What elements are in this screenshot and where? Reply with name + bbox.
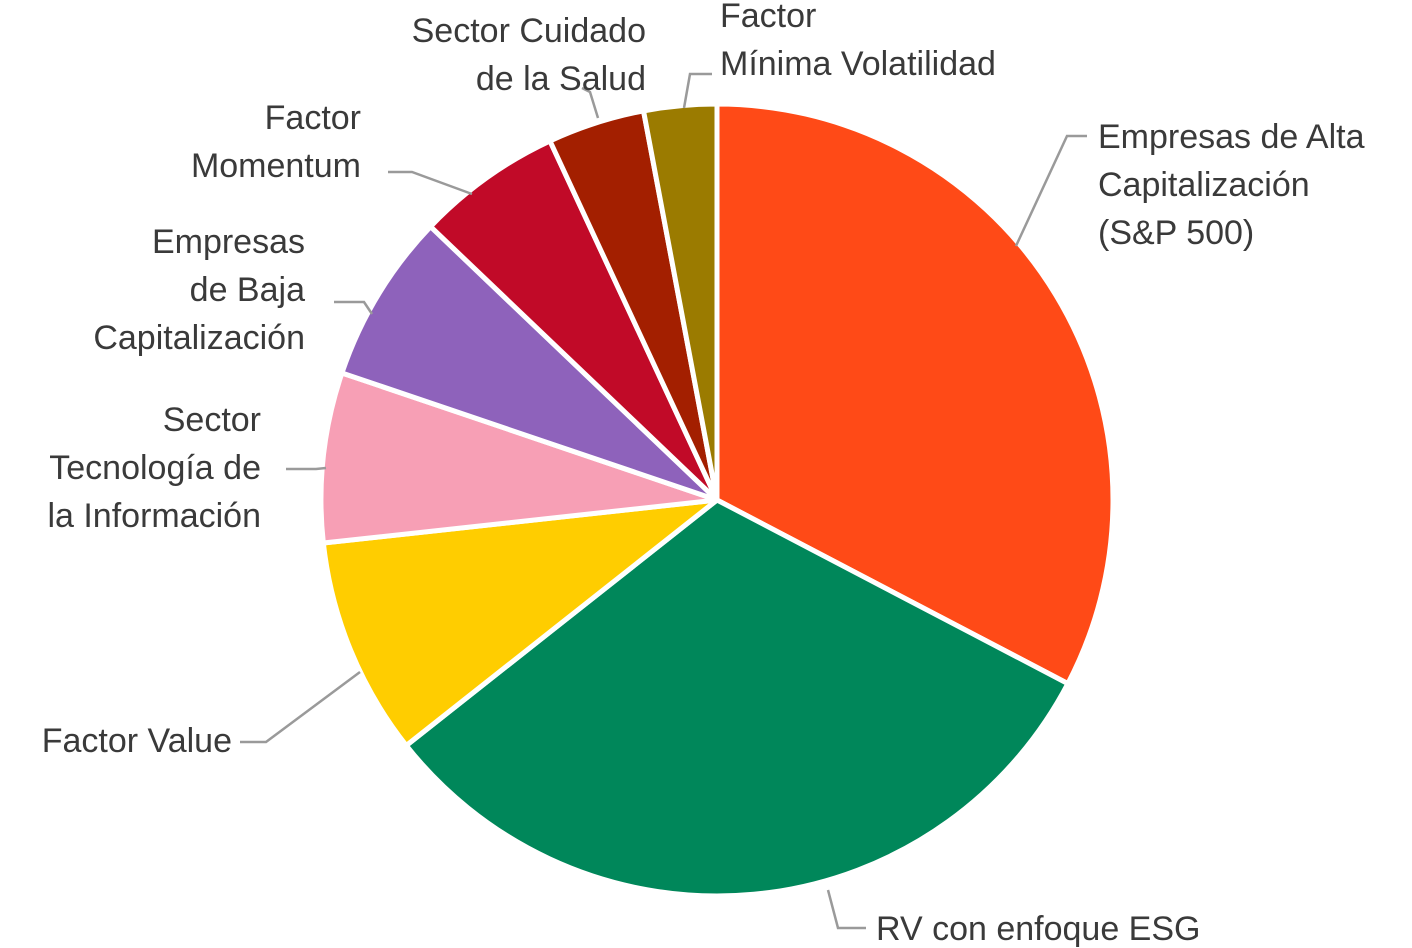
pie-slice (339, 224, 720, 503)
slice-label-line: Tecnología de (49, 449, 261, 487)
pie-slice (403, 497, 1071, 899)
pie-slice (318, 370, 720, 546)
pie-slice (714, 101, 1116, 687)
slice-labels: Empresas de Alta Capitalización (S&P 500) R… (42, 0, 1365, 948)
pie-slices (318, 101, 1116, 899)
pie-slice (428, 138, 720, 503)
slice-label-line: Mínima Volatilidad (720, 45, 996, 83)
slice-label-line: Factor (265, 99, 361, 137)
slice-label: Sector Cuidado de la Salud (412, 12, 646, 98)
leader-line (1014, 134, 1087, 247)
slice-label-line: (S&P 500) (1098, 214, 1254, 252)
slice-label-line: Momentum (191, 147, 361, 185)
slice-label-line: RV con enfoque ESG (876, 910, 1200, 948)
slice-label: Factor Momentum (191, 99, 361, 185)
leader-line (682, 72, 712, 109)
slice-label-line: Empresas (152, 223, 305, 261)
slice-label: Factor Value (42, 722, 232, 760)
slice-label-line: Factor (720, 0, 816, 35)
slice-label: RV con enfoque ESG (876, 910, 1200, 948)
leader-line (826, 889, 866, 930)
slice-label: Factor Mínima Volatilidad (720, 0, 996, 83)
leader-line (286, 466, 327, 471)
slice-label-line: Sector (163, 401, 261, 439)
leader-line (334, 300, 374, 315)
leader-line (388, 170, 473, 196)
slice-label-line: Sector Cuidado (412, 12, 646, 50)
slice-label-line: de Baja (190, 271, 305, 309)
leader-line (240, 670, 361, 744)
slice-label: Sector Tecnología de la Información (47, 401, 261, 535)
slice-label-line: Empresas de Alta (1098, 118, 1365, 156)
slice-label-line: de la Salud (476, 60, 646, 98)
slice-label-line: Capitalización (1098, 166, 1310, 204)
slice-label-line: Capitalización (93, 319, 305, 357)
slice-label-line: Factor Value (42, 722, 232, 760)
leader-line (581, 86, 600, 119)
pie-slice (641, 101, 720, 503)
slice-label: Empresas de Baja Capitalización (93, 223, 305, 357)
slice-label-line: la Información (47, 497, 261, 535)
pie-slice (320, 497, 720, 749)
leader-lines (240, 72, 1087, 930)
slice-label: Empresas de Alta Capitalización (S&P 500) (1098, 118, 1365, 252)
